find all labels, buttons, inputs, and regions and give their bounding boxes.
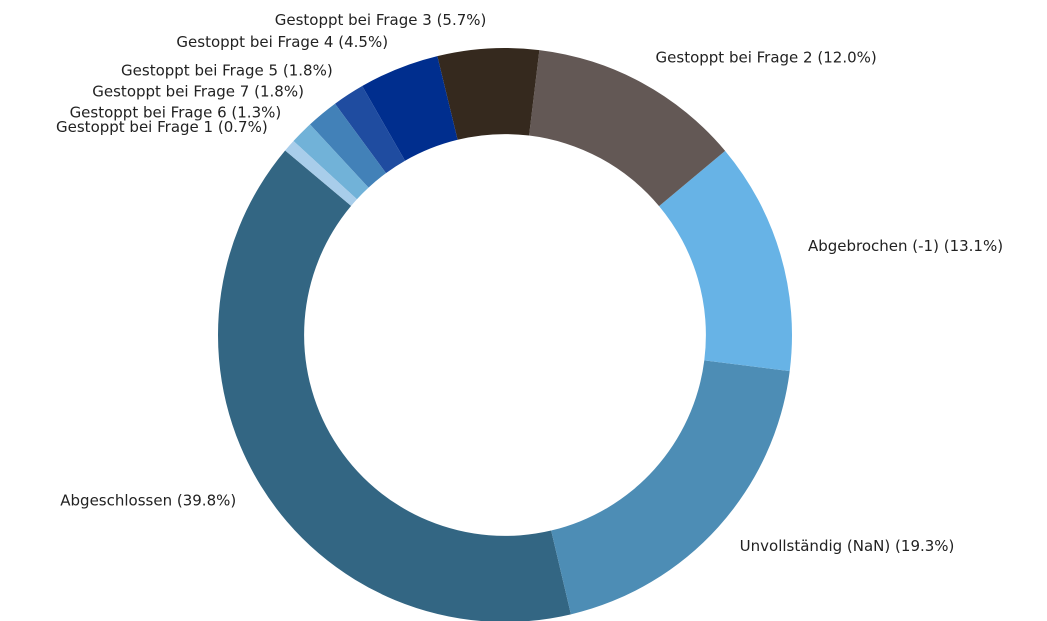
slice-label: Gestoppt bei Frage 1 (0.7%) [56,117,268,135]
slice-label: Gestoppt bei Frage 4 (4.5%) [176,32,388,50]
slice-label: Gestoppt bei Frage 3 (5.7%) [275,10,487,28]
slice [285,141,357,206]
slice-label-name: Gestoppt bei Frage 7 [92,82,249,100]
slice [310,103,387,188]
slice [218,150,571,621]
slice-label: Gestoppt bei Frage 2 (12.0%) [656,48,877,66]
slice-label-value: (1.8%) [254,82,304,100]
slice-label-name: Gestoppt bei Frage 5 [121,61,278,79]
slice [335,86,406,174]
slice-label-name: Abgebrochen (-1) [808,237,939,255]
slice-label: Abgebrochen (-1) (13.1%) [808,237,1003,255]
slice [529,50,726,207]
slice [362,56,458,161]
slice-label-value: (5.7%) [437,10,487,28]
slice-label-value: (13.1%) [944,237,1003,255]
slice-label: Unvollständig (NaN) (19.3%) [740,537,955,555]
slice-label: Gestoppt bei Frage 6 (1.3%) [70,103,282,121]
slice-label-value: (1.8%) [283,61,333,79]
slice [659,150,792,372]
slice-label-value: (39.8%) [177,491,236,509]
slice-label-value: (4.5%) [338,32,388,50]
slice-label-name: Unvollständig (NaN) [740,537,891,555]
slice-label-value: (1.3%) [231,103,281,121]
slice [293,124,369,200]
slice-label: Gestoppt bei Frage 5 (1.8%) [121,61,333,79]
slice-label-name: Gestoppt bei Frage 1 [56,117,213,135]
slice-label-value: (19.3%) [895,537,954,555]
slice-label-name: Gestoppt bei Frage 3 [275,10,432,28]
slice-label-name: Abgeschlossen [60,491,172,509]
slice-label-name: Gestoppt bei Frage 4 [176,32,333,50]
slice-label: Gestoppt bei Frage 7 (1.8%) [92,82,304,100]
slice-label: Abgeschlossen (39.8%) [60,491,236,509]
slice-label-value: (0.7%) [218,117,268,135]
slice-label-name: Gestoppt bei Frage 2 [656,48,813,66]
slice [551,360,790,615]
slice [437,48,540,140]
slice-label-value: (12.0%) [817,48,876,66]
slice-label-name: Gestoppt bei Frage 6 [70,103,227,121]
